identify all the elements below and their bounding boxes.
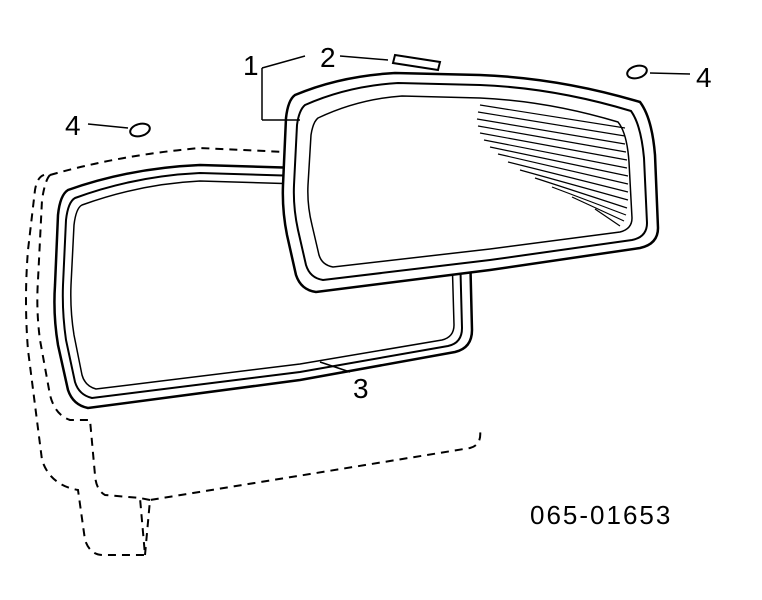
- callout-1: 1: [243, 50, 259, 82]
- rear-window-glass: [283, 73, 658, 292]
- glass-stopper: [393, 55, 440, 70]
- callout-2: 2: [320, 42, 336, 74]
- parts-diagram: 1 2 3 4 4 065-01653: [0, 0, 762, 600]
- callout-3: 3: [353, 373, 369, 405]
- part-number: 065-01653: [530, 500, 672, 531]
- callout-4-right: 4: [696, 62, 712, 94]
- spacer-left: [129, 122, 151, 139]
- spacer-right: [626, 64, 648, 81]
- callout-4-left: 4: [65, 110, 81, 142]
